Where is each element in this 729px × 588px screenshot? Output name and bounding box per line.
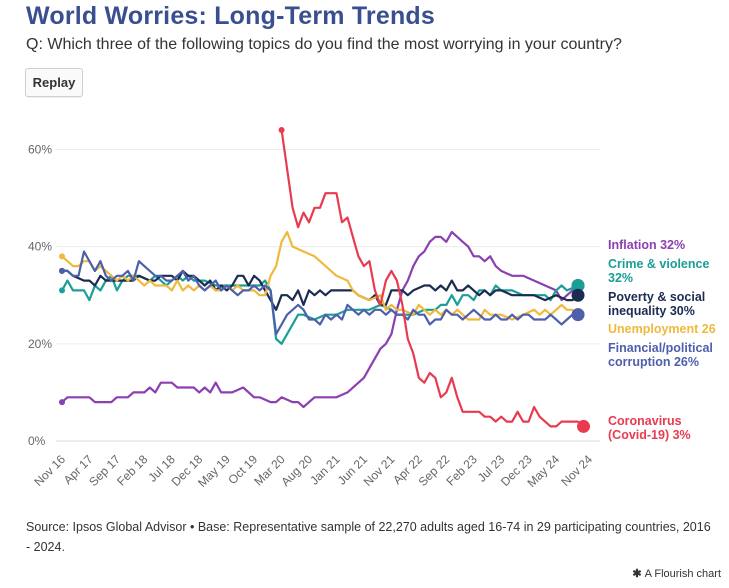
series-end-point[interactable]	[571, 288, 585, 302]
series-start-point	[278, 127, 285, 133]
series-start-point	[59, 267, 65, 274]
x-tick-label: Feb 18	[114, 452, 151, 489]
asterisk-icon: ✱	[632, 568, 642, 580]
series-lines	[59, 127, 591, 433]
flourish-credit-label: A Flourish chart	[644, 568, 721, 580]
series-start-point	[59, 253, 65, 260]
x-tick-label: Feb 23	[444, 452, 481, 489]
series-end-label: Unemployment 26	[608, 322, 716, 336]
x-tick-label: Jan 21	[307, 452, 343, 488]
series-end-label: Financial/political corruption 26%	[608, 341, 713, 369]
x-tick-label: Nov 21	[361, 452, 398, 489]
y-tick-label: 20%	[28, 337, 52, 351]
y-tick-label: 60%	[28, 142, 52, 156]
series-line[interactable]	[60, 274, 580, 345]
series-start-point	[59, 287, 65, 294]
series-end-label: Inflation 32%	[608, 238, 685, 252]
x-tick-label: Nov 24	[558, 452, 595, 489]
series-end-label: Crime & violence 32%	[608, 257, 709, 285]
series-end-label: Coronavirus (Covid-19) 3%	[608, 414, 691, 442]
series-labels: Inflation 32% Crime & violence 32% Poverty …	[608, 238, 716, 442]
series-line[interactable]	[60, 230, 580, 409]
series-end-point[interactable]	[571, 279, 585, 292]
series-start-point	[59, 399, 65, 406]
y-tick-label: 40%	[28, 240, 52, 254]
chart-title: World Worries: Long-Term Trends	[26, 2, 436, 30]
y-axis: 0% 20% 40% 60%	[28, 142, 52, 448]
series-line[interactable]	[280, 128, 585, 428]
replay-button[interactable]: Replay	[25, 68, 83, 97]
source-note: Source: Ipsos Global Advisor • Base: Rep…	[26, 520, 711, 554]
series-end-point[interactable]	[571, 308, 585, 322]
y-tick-label: 0%	[28, 434, 46, 448]
flourish-credit[interactable]: ✱ A Flourish chart	[632, 567, 721, 580]
series-line[interactable]	[60, 250, 580, 336]
series-end-point[interactable]	[577, 419, 591, 433]
series-end-label: Poverty & social inequality 30%	[608, 290, 705, 318]
chart-subtitle: Q: Which three of the following topics d…	[26, 36, 622, 53]
x-tick-label: Aug 20	[278, 452, 315, 489]
x-tick-label: Nov 16	[31, 452, 68, 489]
gridlines	[56, 148, 600, 442]
series-line[interactable]	[60, 269, 580, 311]
